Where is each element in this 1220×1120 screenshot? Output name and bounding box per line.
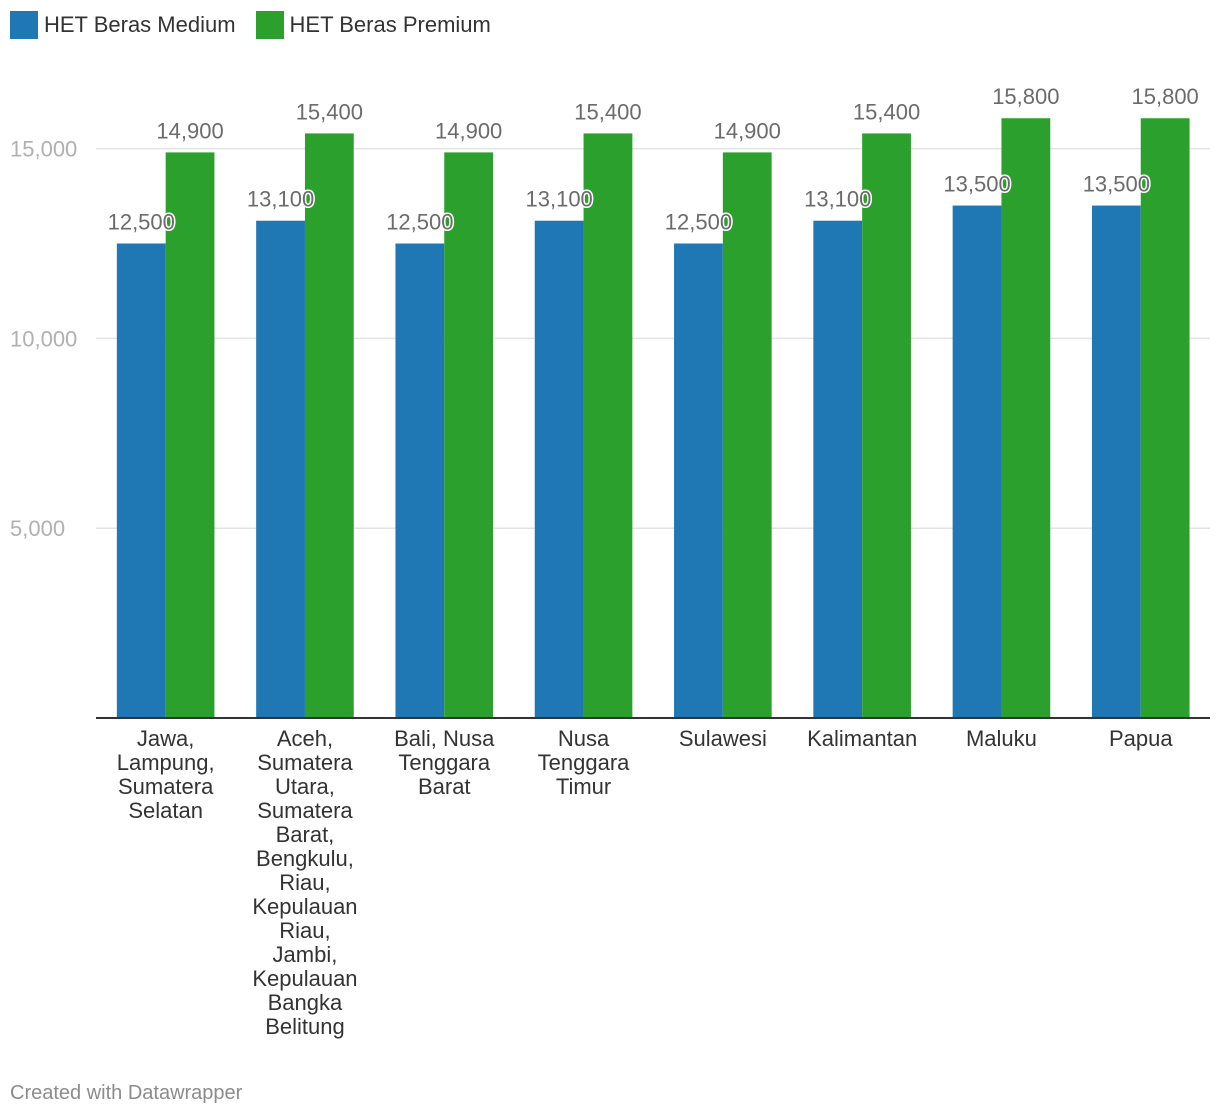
x-tick-label-line: Maluku — [966, 726, 1037, 751]
value-label: 14,900 — [714, 118, 781, 143]
bar — [674, 243, 723, 718]
x-tick-label: Bali, Nusa Tenggara Barat — [394, 726, 495, 799]
x-tick-label-line: Riau, — [279, 918, 330, 943]
x-tick-label: Sulawesi — [679, 726, 767, 751]
y-tick-label: 5,000 — [10, 516, 65, 541]
x-tick-label: Kalimantan — [807, 726, 917, 751]
bar — [952, 205, 1002, 719]
x-tick-label: Aceh, Sumatera Utara, Sumatera Barat, Bengkul… — [252, 726, 357, 1039]
x-tick-label-line: Kalimantan — [807, 726, 917, 751]
legend: HET Beras Medium HET Beras Premium — [10, 10, 491, 40]
value-label: 15,800 — [1132, 84, 1199, 109]
x-tick-label-line: Bangka — [268, 990, 343, 1015]
x-tick-label-line: Sumatera — [118, 774, 214, 799]
bar — [1001, 118, 1051, 719]
bar — [583, 133, 633, 718]
bar — [395, 243, 445, 718]
value-label: 14,900 — [435, 118, 502, 143]
value-label: 15,800 — [992, 84, 1059, 109]
legend-label-premium: HET Beras Premium — [289, 12, 491, 37]
value-label: 12,500 — [386, 210, 453, 235]
x-tick-label-line: Jawa, — [137, 726, 194, 751]
x-tick-label-line: Belitung — [265, 1014, 345, 1039]
x-tick-label-line: Bengkulu, — [256, 846, 354, 871]
footer-credit: Created with Datawrapper — [10, 1082, 243, 1104]
bar — [1140, 118, 1190, 719]
x-tick-label-line: Sulawesi — [679, 726, 767, 751]
x-tick-label-line: Lampung, — [117, 750, 215, 775]
x-tick-label-line: Sumatera — [257, 798, 353, 823]
bar — [534, 220, 584, 718]
value-label: 15,400 — [296, 99, 363, 124]
x-tick-label: Nusa Tenggara Timur — [538, 726, 631, 799]
legend-item-premium: HET Beras Premium — [255, 11, 491, 39]
value-label: 15,400 — [574, 99, 641, 124]
legend-label-medium: HET Beras Medium — [44, 12, 236, 37]
x-tick-label-line: Aceh, — [277, 726, 333, 751]
x-tick-label-line: Papua — [1109, 726, 1173, 751]
bar — [256, 220, 305, 718]
legend-item-medium: HET Beras Medium — [10, 11, 236, 39]
value-label: 13,500 — [943, 172, 1010, 197]
value-label: 13,500 — [1083, 172, 1150, 197]
x-tick-label-line: Jambi, — [273, 942, 338, 967]
x-tick-label-line: Riau, — [279, 870, 330, 895]
legend-swatch-medium — [10, 11, 38, 39]
value-label: 13,100 — [526, 187, 593, 212]
x-tick-label-line: Selatan — [128, 798, 203, 823]
x-tick-label: Jawa, Lampung, Sumatera Selatan — [117, 726, 215, 823]
bar — [165, 152, 215, 718]
x-tick-label-line: Utara, — [275, 774, 335, 799]
value-label: 12,500 — [108, 210, 175, 235]
x-tick-label-line: Kepulauan — [252, 894, 357, 919]
x-tick-label-line: Nusa — [558, 726, 610, 751]
x-tick-label-line: Barat, — [276, 822, 335, 847]
value-label: 15,400 — [853, 99, 920, 124]
bar — [444, 152, 494, 718]
bar — [116, 243, 166, 718]
legend-swatch-premium — [255, 11, 284, 39]
x-tick-label-line: Tenggara — [398, 750, 491, 775]
value-label: 13,100 — [247, 187, 314, 212]
value-label: 12,500 — [665, 210, 732, 235]
value-label: 13,100 — [804, 187, 871, 212]
bar — [304, 133, 354, 718]
x-tick-label: Maluku — [966, 726, 1037, 751]
x-tick-label-line: Sumatera — [257, 750, 353, 775]
x-tick-label-line: Bali, Nusa — [394, 726, 495, 751]
x-tick-label: Papua — [1109, 726, 1173, 751]
y-tick-label: 10,000 — [10, 326, 77, 351]
x-tick-label-line: Kepulauan — [252, 966, 357, 991]
bar — [722, 152, 772, 718]
x-tick-label-line: Timur — [556, 774, 611, 799]
bar — [813, 220, 863, 718]
y-tick-label: 15,000 — [10, 137, 77, 162]
value-label: 14,900 — [156, 118, 223, 143]
bar — [862, 133, 911, 718]
x-tick-label-line: Tenggara — [538, 750, 631, 775]
bar-chart: 5,000 10,000 15,000 12,500 14,900 13,100 15,40… — [10, 83, 1210, 1039]
x-tick-label-line: Barat — [418, 774, 471, 799]
bar — [1091, 205, 1141, 719]
